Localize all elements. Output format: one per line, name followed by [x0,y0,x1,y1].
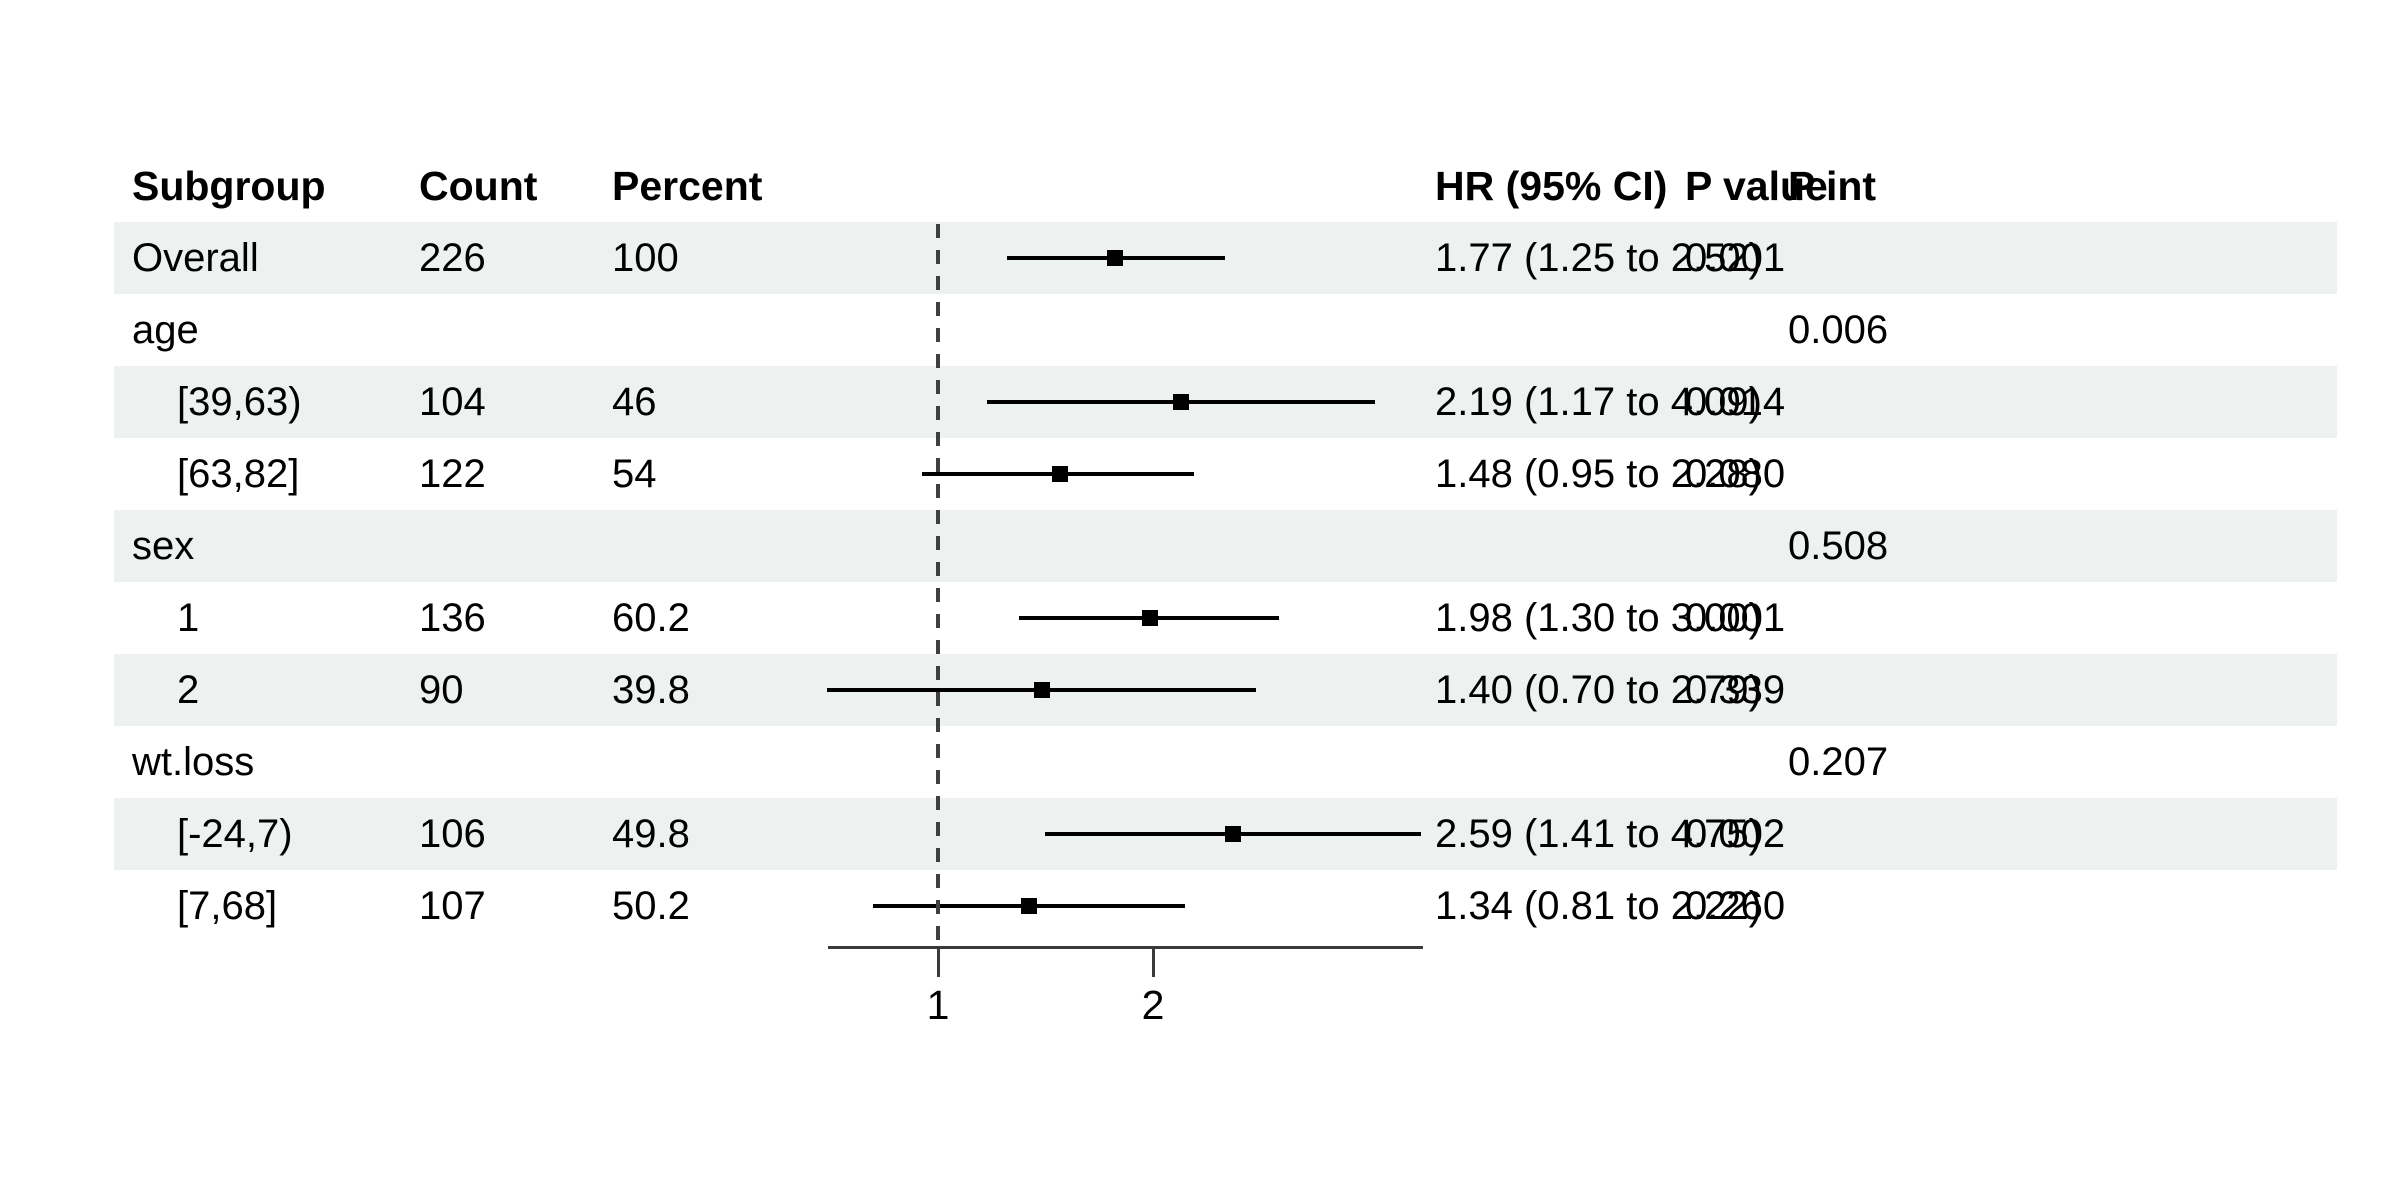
row-label: [-24,7) [177,812,293,856]
x-axis-tick-label-1: 1 [926,982,950,1028]
count-value: 106 [419,812,486,856]
p-value-text: 0.002 [1685,812,1786,856]
percent-value: 100 [612,236,679,280]
point-estimate-marker [1225,826,1242,842]
percent-value: 39.8 [612,668,690,712]
row-stripe [114,222,2337,294]
percent-value: 46 [612,380,657,424]
reference-line [936,224,940,946]
row-label: [7,68] [177,884,278,928]
p-value-text: 0.260 [1685,884,1786,928]
point-estimate-marker [1051,466,1068,482]
point-estimate-marker [1020,898,1037,914]
count-value: 104 [419,380,486,424]
hr-ci-text: 1.34 (0.81 to 2.22) [1435,884,1762,928]
hr-ci-text: 2.59 (1.41 to 4.75) [1435,812,1762,856]
hr-ci-text: 2.19 (1.17 to 4.09) [1435,380,1762,424]
column-header-hr-ci: HR (95% CI) [1435,163,1668,209]
x-axis-tick-1 [936,946,940,977]
count-value: 136 [419,596,486,640]
column-header-p-int: P int [1788,163,1877,209]
count-value: 122 [419,452,486,496]
column-header-count: Count [419,163,538,209]
point-estimate-marker [1173,394,1190,410]
percent-value: 50.2 [612,884,690,928]
row-stripe [114,510,2337,582]
x-axis-line [828,946,1423,949]
hr-ci-text: 1.98 (1.30 to 3.00) [1435,596,1762,640]
row-label: wt.loss [132,740,255,784]
hr-ci-text: 1.48 (0.95 to 2.28) [1435,452,1762,496]
column-header-percent: Percent [612,163,763,209]
p-value-text: 0.001 [1685,236,1786,280]
x-axis-tick-2 [1151,946,1155,977]
column-header-subgroup: Subgroup [132,163,326,209]
row-label: 2 [177,668,200,712]
row-label: Overall [132,236,259,280]
row-label: [63,82] [177,452,300,496]
column-header-p-value: P value [1685,163,1828,209]
row-label: 1 [177,596,200,640]
point-estimate-marker [1107,250,1124,266]
percent-value: 60.2 [612,596,690,640]
hr-ci-text: 1.77 (1.25 to 2.52) [1435,236,1762,280]
p-value-text: 0.014 [1685,380,1786,424]
p-int-text: 0.207 [1788,740,1889,784]
count-value: 90 [419,668,464,712]
row-label: sex [132,524,195,568]
p-value-text: 0.339 [1685,668,1786,712]
percent-value: 49.8 [612,812,690,856]
count-value: 107 [419,884,486,928]
row-label: [39,63) [177,380,302,424]
p-int-text: 0.508 [1788,524,1889,568]
p-value-text: 0.001 [1685,596,1786,640]
p-int-text: 0.006 [1788,308,1889,352]
percent-value: 54 [612,452,657,496]
hr-ci-text: 1.40 (0.70 to 2.79) [1435,668,1762,712]
point-estimate-marker [1141,610,1158,626]
p-value-text: 0.080 [1685,452,1786,496]
point-estimate-marker [1034,682,1051,698]
count-value: 226 [419,236,486,280]
x-axis-tick-label-2: 2 [1141,982,1165,1028]
row-label: age [132,308,199,352]
